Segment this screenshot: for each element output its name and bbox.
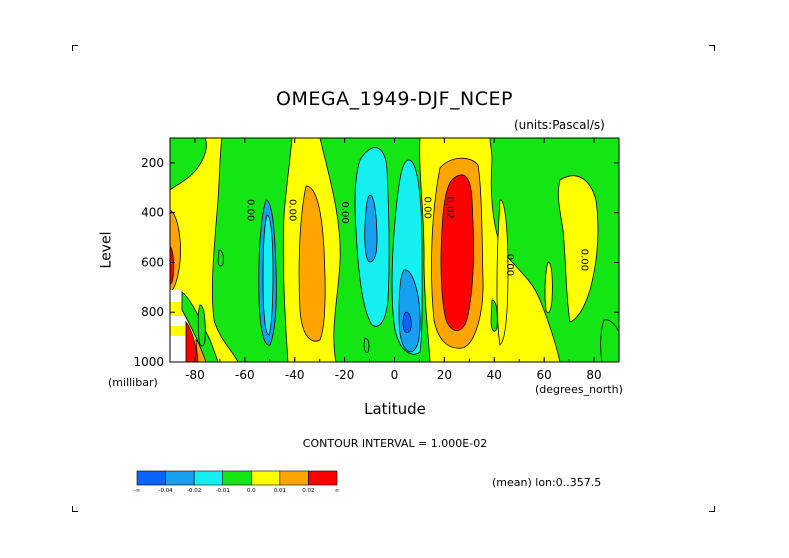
contour-region-blue-minus10 <box>364 194 378 263</box>
corner-mark-top-right <box>709 45 715 51</box>
colorbar-swatch <box>136 470 166 486</box>
y-axis-label: Level <box>98 231 115 269</box>
colorbar-label: 0.02 <box>302 488 314 494</box>
colorbar-swatch <box>279 470 309 486</box>
x-tick-label: 0 <box>391 368 399 382</box>
colorbar-label: -0.04 <box>158 488 173 494</box>
units-label: (units:Pascal/s) <box>514 118 605 132</box>
y-tick-label: 400 <box>141 206 164 220</box>
mean-longitude-text: (mean) lon:0..357.5 <box>492 476 602 489</box>
x-tick-label: -40 <box>285 368 305 382</box>
x-tick-label: -80 <box>185 368 205 382</box>
y-tick-label: 1000 <box>133 355 164 369</box>
contour-region-cyan-west <box>262 214 274 336</box>
contour-region-deep-blue-plus7 <box>402 311 412 333</box>
contour-region-blue-plus7 <box>398 269 421 353</box>
colorbar-swatch <box>222 470 252 486</box>
y-tick-label: 600 <box>141 255 164 269</box>
contour-region-green-se <box>600 319 619 362</box>
contour-region-red-sw <box>170 245 175 286</box>
contour-interval-text: CONTOUR INTERVAL = 1.000E-02 <box>302 437 488 450</box>
contour-label: 0.00 <box>287 199 298 221</box>
contour-label: 0.02 <box>444 197 455 219</box>
colorbar-label: -0.01 <box>216 488 230 494</box>
contour-label: 0.00 <box>421 197 432 219</box>
colorbar-label: 0.01 <box>274 488 286 494</box>
contour-region-red-plus23 <box>440 174 474 332</box>
colorbar-label: 0.0 <box>247 488 256 494</box>
contour-region-red-south <box>185 320 199 362</box>
contour-label: 0.00 <box>339 202 350 224</box>
chart-title: OMEGA_1949-DJF_NCEP <box>276 88 513 110</box>
colorbar-swatch <box>308 470 338 486</box>
missing-data-white-3 <box>170 336 188 362</box>
contour-label: 0.00 <box>579 249 590 271</box>
contour-region-yellow-east-1 <box>496 199 509 346</box>
corner-mark-bottom-left <box>72 506 78 512</box>
contour-region-green-small-3 <box>363 337 370 353</box>
x-tick-label: 80 <box>586 368 601 382</box>
contour-region-green-nw <box>170 138 207 191</box>
x-tick-label: 40 <box>487 368 502 382</box>
y-tick-label: 200 <box>141 156 164 170</box>
x-axis-units: (degrees_north) <box>535 383 623 396</box>
missing-data-white-2 <box>170 316 188 326</box>
x-axis-label: Latitude <box>364 400 426 418</box>
x-tick-label: -20 <box>335 368 355 382</box>
contour-region-green-west <box>211 138 293 362</box>
contour-region-orange-minus35 <box>298 185 326 342</box>
contour-label: 0.00 <box>504 254 515 276</box>
contour-region-green-small-4 <box>490 299 498 332</box>
contour-region-green-small-1 <box>217 249 224 267</box>
contour-fill-layer <box>170 138 619 362</box>
colorbar-swatch <box>250 470 281 486</box>
missing-data-white-1 <box>170 290 182 302</box>
y-axis-units: (millibar) <box>108 376 158 389</box>
x-tick-label: -60 <box>235 368 255 382</box>
colorbar-swatch <box>165 470 195 486</box>
contour-region-yellow-east-3 <box>544 261 553 314</box>
colorbar-label: ∞ <box>335 488 340 494</box>
contour-label: 0.00 <box>244 199 255 221</box>
contour-region-yellow-east-2 <box>557 175 599 323</box>
colorbar-label: -∞ <box>134 488 141 494</box>
corner-mark-top-left <box>72 45 78 51</box>
x-tick-label: 60 <box>537 368 552 382</box>
x-tick-label: 20 <box>437 368 452 382</box>
contour-region-green-small-2 <box>197 304 206 347</box>
corner-mark-bottom-right <box>709 506 715 512</box>
colorbar-label: -0.02 <box>187 488 201 494</box>
colorbar-swatch <box>193 470 224 486</box>
y-tick-label: 800 <box>141 305 164 319</box>
